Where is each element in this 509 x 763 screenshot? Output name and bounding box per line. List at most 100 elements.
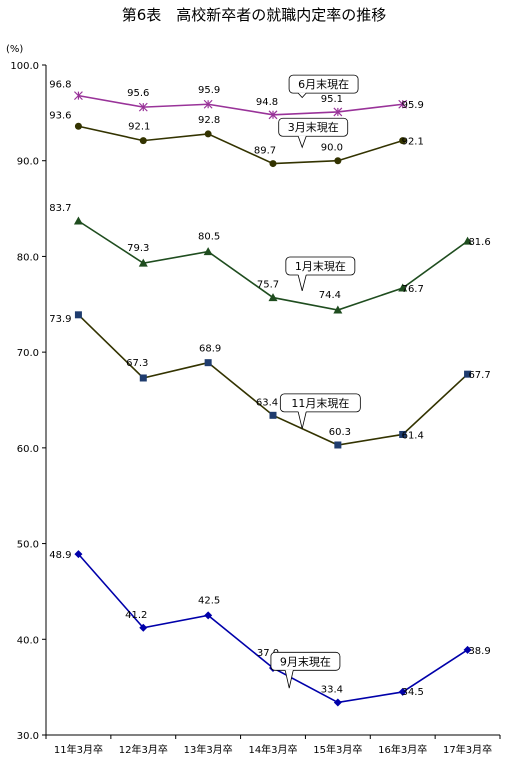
data-label: 42.5 — [198, 595, 220, 606]
data-point-square — [139, 374, 147, 382]
callout-pointer-fill — [285, 669, 294, 689]
data-label: 89.7 — [254, 146, 276, 157]
data-label: 93.6 — [49, 110, 71, 121]
data-label: 92.1 — [402, 137, 424, 148]
data-label: 92.1 — [128, 122, 150, 133]
data-point-triangle — [73, 216, 83, 225]
data-label: 67.7 — [468, 370, 490, 381]
series-callouts: 6月末現在 3月末現在 1月末現在 11月末現在 9月末現在 — [270, 74, 361, 689]
data-label: 34.5 — [402, 687, 424, 698]
data-label: 79.3 — [127, 243, 149, 254]
data-point-star — [268, 110, 278, 120]
series-callout: 6月末現在 — [288, 74, 359, 99]
data-point-circle — [74, 122, 82, 130]
y-tick-label: 30.0 — [17, 731, 39, 742]
data-point-diamond — [463, 645, 472, 654]
data-point-circle — [334, 157, 342, 165]
callout-box — [279, 393, 361, 413]
series-callout: 9月末現在 — [270, 651, 341, 689]
data-point-diamond — [139, 623, 148, 632]
y-tick-label: 100.0 — [10, 61, 39, 72]
callout-pointer-fill — [298, 92, 307, 98]
data-point-diamond — [74, 550, 83, 559]
series-callout: 1月末現在 — [285, 256, 356, 291]
x-tick-labels: 11年3月卒 12年3月卒 13年3月卒 14年3月卒 15年3月卒 16年3月卒 17年3… — [54, 743, 492, 756]
data-label: 67.3 — [126, 358, 148, 369]
data-label: 60.3 — [329, 427, 351, 438]
data-label: 95.6 — [127, 88, 149, 99]
y-tick-label: 60.0 — [17, 444, 39, 455]
data-label: 63.4 — [256, 397, 278, 408]
x-tick-label: 13年3月卒 — [184, 743, 233, 756]
data-label: 80.5 — [198, 232, 220, 243]
data-label: 33.4 — [321, 684, 343, 695]
data-label: 83.7 — [49, 203, 71, 214]
data-point-triangle — [138, 258, 148, 267]
callout-label: 11月末現在 — [291, 396, 349, 410]
data-label: 73.9 — [49, 314, 71, 325]
x-tick-label: 12年3月卒 — [119, 743, 168, 756]
data-point-triangle — [268, 293, 278, 302]
data-point-diamond — [204, 611, 213, 620]
callout-label: 3月末現在 — [288, 120, 339, 134]
data-label: 90.0 — [321, 143, 343, 154]
data-point-star — [74, 91, 83, 101]
y-tick-labels: 30.0 40.0 50.0 60.0 70.0 80.0 90.0 100.0 — [10, 61, 39, 742]
callout-pointer-fill — [298, 135, 307, 148]
series-line — [78, 94, 403, 116]
callout-label: 1月末現在 — [295, 259, 346, 273]
data-point-square — [399, 430, 407, 438]
data-label: 95.9 — [198, 85, 220, 96]
data-point-star — [398, 99, 408, 109]
series-line — [77, 553, 469, 704]
data-point-square — [334, 441, 342, 449]
x-tick-label: 16年3月卒 — [378, 743, 427, 756]
callout-pointer — [297, 136, 307, 149]
data-point-triangle — [333, 305, 343, 314]
data-point-circle — [139, 137, 147, 145]
data-label: 74.4 — [319, 290, 341, 301]
callout-box — [285, 256, 356, 276]
data-point-diamond — [333, 698, 342, 707]
callout-label: 6月末現在 — [298, 77, 349, 91]
data-label: 48.9 — [49, 550, 71, 561]
data-label: 75.7 — [257, 280, 279, 291]
data-point-square — [464, 370, 472, 378]
y-tick-label: 50.0 — [17, 540, 39, 551]
data-label: 37.0 — [257, 648, 279, 659]
data-label: 96.8 — [49, 80, 71, 91]
callout-pointer — [284, 670, 294, 689]
data-point-square — [204, 359, 212, 367]
x-tick-label: 11年3月卒 — [54, 743, 103, 756]
callout-pointer — [297, 411, 307, 429]
data-label: 41.2 — [125, 610, 147, 621]
data-label: 94.8 — [256, 97, 278, 108]
data-point-star — [333, 107, 343, 117]
callout-pointer — [297, 92, 307, 99]
data-label: 92.8 — [198, 115, 220, 126]
series-line — [77, 314, 469, 446]
data-point-star — [203, 99, 213, 109]
data-point-triangle — [203, 247, 213, 256]
data-label: 76.7 — [402, 284, 424, 295]
data-label: 38.9 — [468, 646, 490, 657]
data-point-triangle — [463, 236, 473, 245]
data-point-square — [74, 311, 82, 319]
callout-pointer — [297, 274, 307, 291]
axes — [42, 64, 501, 739]
callout-pointer-fill — [298, 274, 307, 291]
data-label: 81.6 — [468, 237, 490, 248]
y-tick-label: 80.0 — [17, 252, 39, 263]
series-line — [78, 125, 403, 165]
data-point-circle — [269, 160, 277, 168]
series-markers — [73, 91, 473, 707]
data-point-diamond — [398, 687, 407, 696]
data-point-circle — [204, 130, 212, 138]
data-point-triangle — [398, 283, 408, 292]
data-point-square — [269, 411, 277, 419]
x-tick-label: 14年3月卒 — [248, 743, 297, 756]
x-tick-label: 17年3月卒 — [443, 743, 492, 756]
callout-box — [288, 74, 359, 94]
y-tick-label: 90.0 — [17, 157, 39, 168]
data-point-circle — [399, 137, 407, 145]
